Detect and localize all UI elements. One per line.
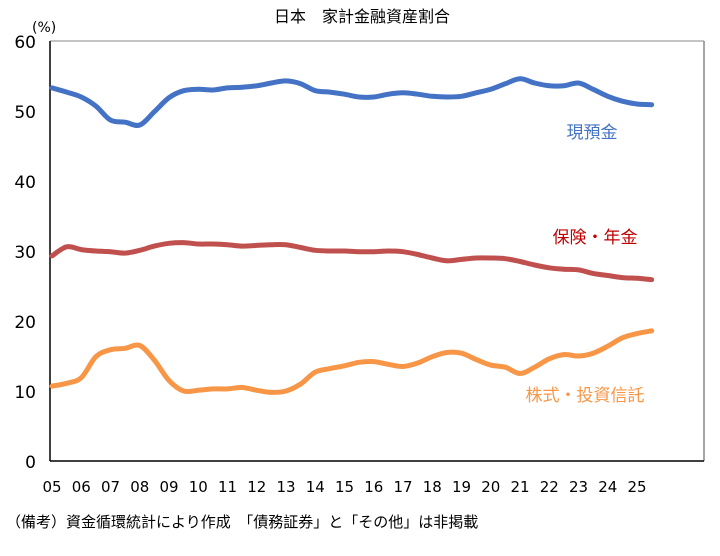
x-tick-label: 17 bbox=[393, 478, 412, 496]
x-tick-label: 07 bbox=[101, 478, 120, 496]
series-stocks-funds-label: 株式・投資信託 bbox=[526, 386, 645, 406]
x-tick-label: 15 bbox=[335, 478, 354, 496]
chart-title: 日本 家計金融資産割合 bbox=[274, 7, 450, 26]
x-tick-label: 24 bbox=[598, 478, 617, 496]
series-stocks-funds-line bbox=[52, 331, 652, 393]
series-cash-deposits-label: 現預金 bbox=[567, 123, 618, 143]
footnote: （備考）資金循環統計により作成 「債務証券」と「その他」は非掲載 bbox=[6, 513, 478, 531]
x-tick-label: 22 bbox=[540, 478, 559, 496]
series-cash-deposits-line bbox=[52, 79, 652, 126]
x-tick-label: 05 bbox=[42, 478, 61, 496]
y-tick-label: 10 bbox=[14, 383, 36, 403]
y-tick-label: 30 bbox=[14, 243, 36, 263]
x-tick-label: 23 bbox=[569, 478, 588, 496]
y-tick-label: 0 bbox=[25, 453, 36, 473]
series-insurance-pension-label: 保険・年金 bbox=[553, 228, 638, 248]
x-tick-label: 16 bbox=[364, 478, 383, 496]
y-tick-label: 20 bbox=[14, 313, 36, 333]
x-tick-label: 20 bbox=[481, 478, 500, 496]
x-tick-label: 11 bbox=[218, 478, 237, 496]
x-tick-label: 25 bbox=[627, 478, 646, 496]
y-tick-label: 40 bbox=[14, 173, 36, 193]
x-tick-label: 18 bbox=[423, 478, 442, 496]
x-tick-label: 19 bbox=[452, 478, 471, 496]
x-tick-label: 12 bbox=[247, 478, 266, 496]
x-tick-label: 10 bbox=[189, 478, 208, 496]
y-tick-label: 60 bbox=[14, 33, 36, 53]
x-tick-label: 14 bbox=[306, 478, 325, 496]
x-tick-label: 06 bbox=[72, 478, 91, 496]
y-tick-label: 50 bbox=[14, 103, 36, 123]
x-tick-label: 21 bbox=[510, 478, 529, 496]
x-tick-label: 09 bbox=[159, 478, 178, 496]
x-tick-label: 08 bbox=[130, 478, 149, 496]
x-tick-label: 13 bbox=[276, 478, 295, 496]
series-insurance-pension-line bbox=[52, 243, 652, 280]
